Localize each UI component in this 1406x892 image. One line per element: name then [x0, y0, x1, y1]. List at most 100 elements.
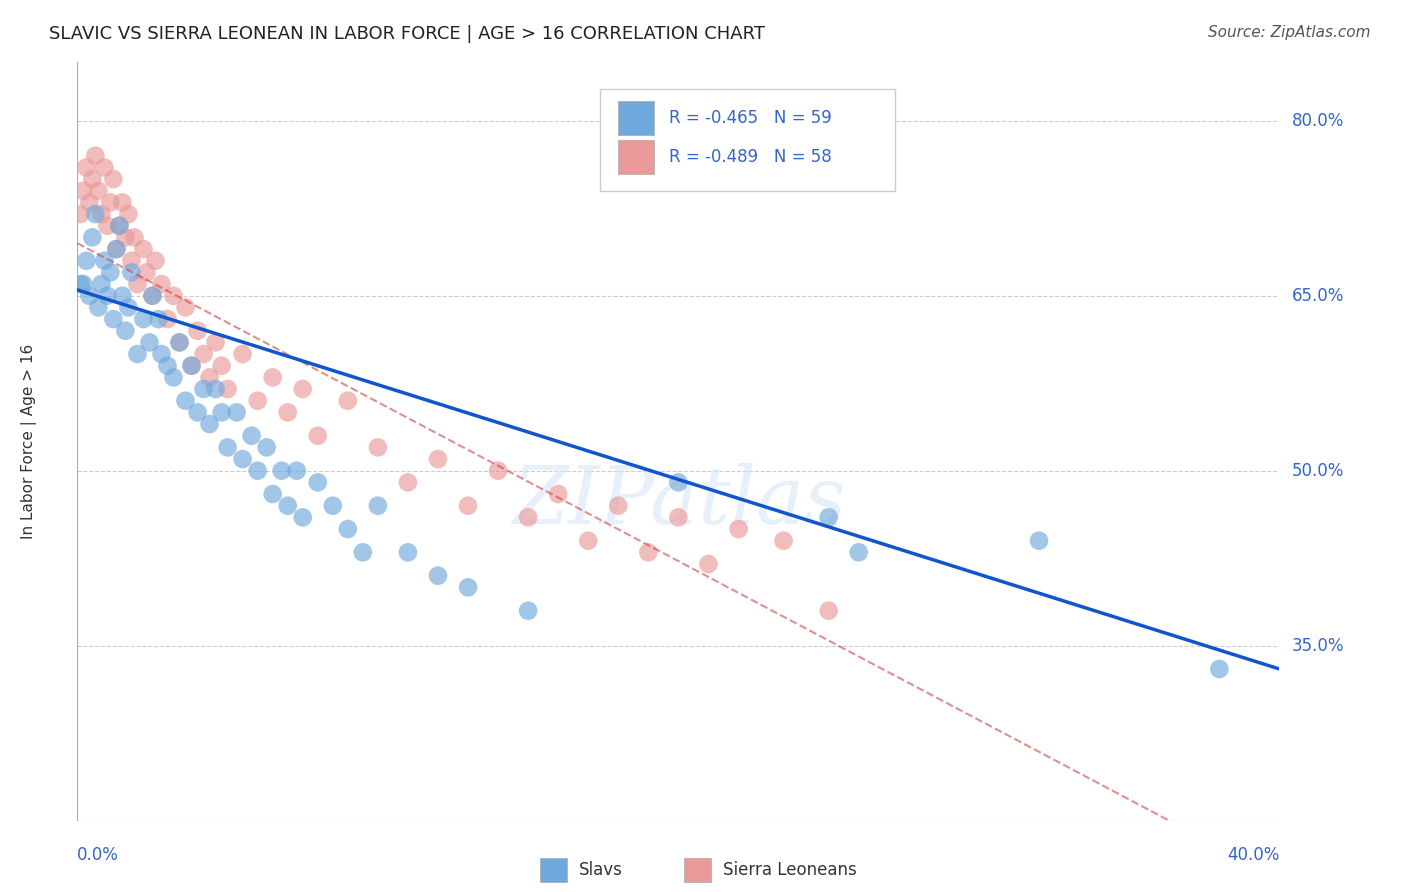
FancyBboxPatch shape	[540, 858, 567, 882]
Point	[727, 522, 749, 536]
Point	[114, 324, 136, 338]
Point	[291, 382, 314, 396]
Point	[135, 265, 157, 279]
Point	[204, 335, 226, 350]
Point	[547, 487, 569, 501]
Point	[87, 301, 110, 315]
Point	[127, 347, 149, 361]
Point	[637, 545, 659, 559]
FancyBboxPatch shape	[619, 101, 654, 135]
Point	[240, 428, 263, 442]
Text: ZIPatlas: ZIPatlas	[512, 464, 845, 541]
Point	[138, 335, 160, 350]
Point	[277, 405, 299, 419]
Text: R = -0.465   N = 59: R = -0.465 N = 59	[669, 109, 831, 127]
Point	[517, 604, 540, 618]
Point	[69, 207, 91, 221]
Point	[817, 510, 839, 524]
Point	[367, 499, 389, 513]
Point	[93, 161, 115, 175]
Point	[772, 533, 794, 548]
Point	[148, 312, 170, 326]
Point	[211, 359, 233, 373]
Point	[96, 289, 118, 303]
Point	[162, 370, 184, 384]
Point	[174, 301, 197, 315]
Text: SLAVIC VS SIERRA LEONEAN IN LABOR FORCE | AGE > 16 CORRELATION CHART: SLAVIC VS SIERRA LEONEAN IN LABOR FORCE …	[49, 25, 765, 43]
Point	[817, 604, 839, 618]
Text: In Labor Force | Age > 16: In Labor Force | Age > 16	[21, 344, 37, 539]
Point	[108, 219, 131, 233]
Point	[156, 312, 179, 326]
Point	[396, 475, 419, 490]
Point	[322, 499, 344, 513]
Point	[75, 253, 97, 268]
Point	[79, 195, 101, 210]
Point	[217, 382, 239, 396]
Point	[90, 207, 112, 221]
FancyBboxPatch shape	[619, 140, 654, 174]
Point	[336, 522, 359, 536]
Point	[232, 347, 254, 361]
Point	[111, 289, 134, 303]
Text: Slavs: Slavs	[579, 861, 623, 879]
Point	[336, 393, 359, 408]
Point	[162, 289, 184, 303]
FancyBboxPatch shape	[600, 89, 894, 191]
Point	[291, 510, 314, 524]
Point	[93, 253, 115, 268]
Point	[145, 253, 167, 268]
Point	[117, 301, 139, 315]
Text: 65.0%: 65.0%	[1292, 286, 1344, 305]
Point	[87, 184, 110, 198]
Point	[100, 195, 122, 210]
Point	[277, 499, 299, 513]
Point	[668, 510, 690, 524]
Point	[198, 417, 221, 431]
Point	[848, 545, 870, 559]
Point	[1028, 533, 1050, 548]
Point	[517, 510, 540, 524]
Point	[90, 277, 112, 291]
Text: 50.0%: 50.0%	[1292, 462, 1344, 480]
Point	[457, 499, 479, 513]
Point	[169, 335, 191, 350]
Point	[141, 289, 163, 303]
Point	[262, 370, 284, 384]
FancyBboxPatch shape	[685, 858, 711, 882]
Point	[96, 219, 118, 233]
Text: 80.0%: 80.0%	[1292, 112, 1344, 129]
Point	[352, 545, 374, 559]
Point	[132, 312, 155, 326]
Point	[204, 382, 226, 396]
Point	[232, 452, 254, 467]
Point	[169, 335, 191, 350]
Text: R = -0.489   N = 58: R = -0.489 N = 58	[669, 148, 831, 166]
Point	[262, 487, 284, 501]
Point	[607, 499, 630, 513]
Point	[427, 452, 450, 467]
Point	[427, 568, 450, 582]
Point	[180, 359, 202, 373]
Point	[75, 161, 97, 175]
Point	[256, 441, 278, 455]
Point	[193, 347, 215, 361]
Point	[211, 405, 233, 419]
Point	[100, 265, 122, 279]
Point	[117, 207, 139, 221]
Point	[457, 580, 479, 594]
Point	[193, 382, 215, 396]
Point	[367, 441, 389, 455]
Point	[120, 253, 142, 268]
Point	[82, 172, 104, 186]
Point	[84, 207, 107, 221]
Point	[124, 230, 146, 244]
Text: Sierra Leoneans: Sierra Leoneans	[723, 861, 856, 879]
Point	[576, 533, 599, 548]
Point	[174, 393, 197, 408]
Point	[105, 242, 128, 256]
Point	[69, 277, 91, 291]
Point	[246, 393, 269, 408]
Point	[198, 370, 221, 384]
Point	[697, 557, 720, 571]
